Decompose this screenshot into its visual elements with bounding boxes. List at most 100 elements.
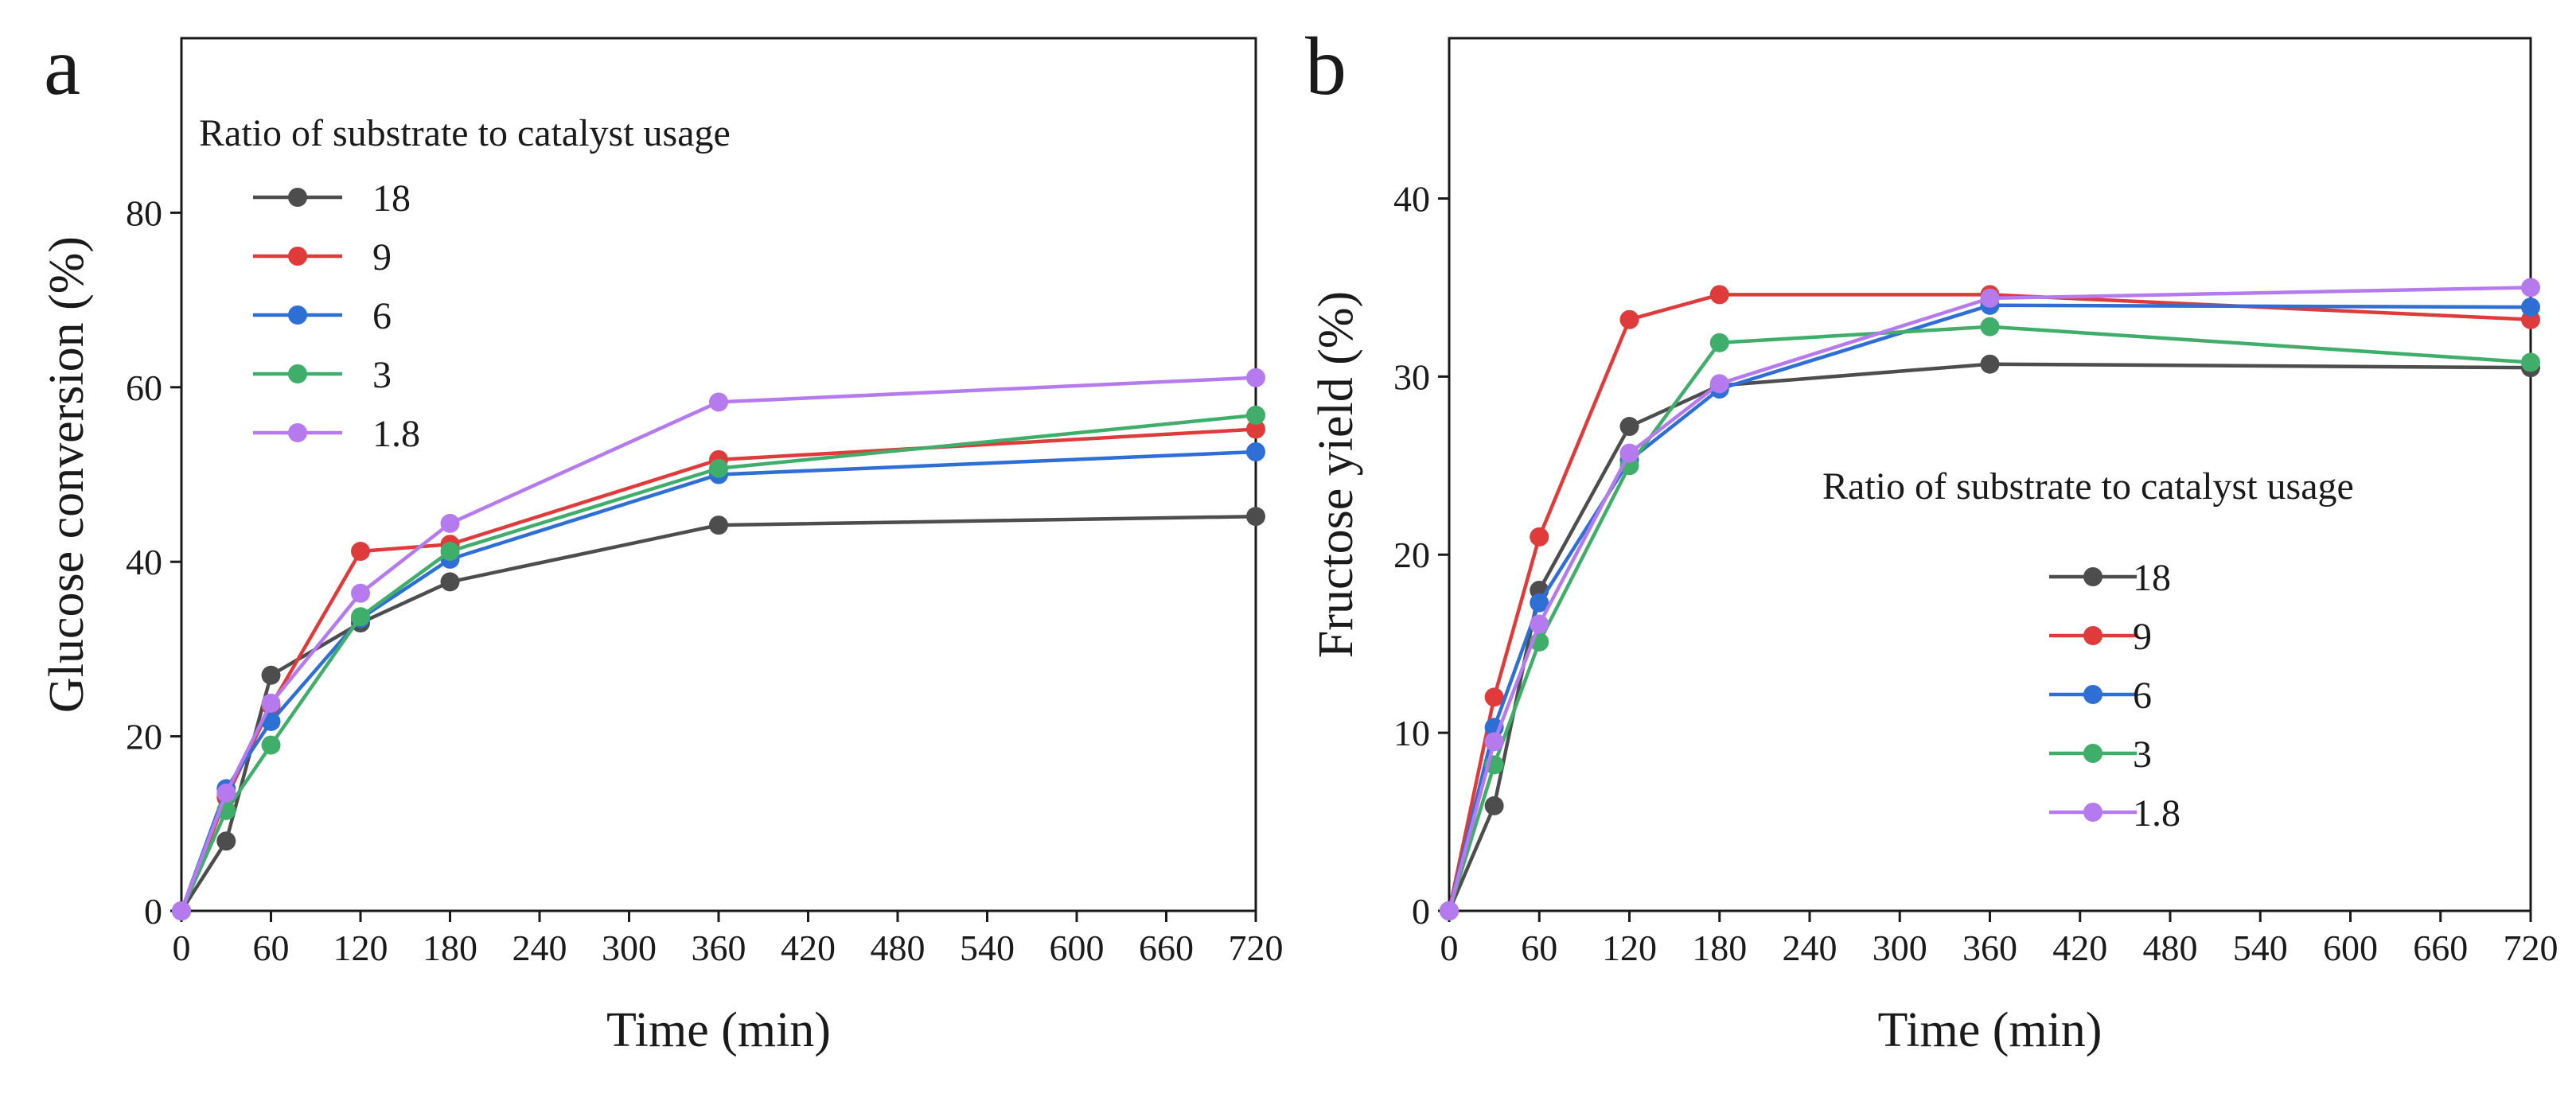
panel-a: a0 60 120 180 240 300 360 420 480 540 600 660 720020… [40, 21, 1283, 1057]
data-point-9 [1246, 419, 1265, 439]
series-line-3 [179, 413, 1257, 912]
data-point-3 [1980, 317, 2000, 337]
legend-title: Ratio of substrate to catalyst usage [199, 112, 731, 154]
x-tick-label: 660 [1139, 928, 1194, 968]
y-tick-label: 10 [1393, 713, 1430, 753]
data-point-6 [1530, 593, 1549, 613]
panel-letter: a [44, 21, 80, 112]
x-tick-label: 180 [1692, 928, 1747, 968]
data-point-1.8 [1619, 443, 1639, 463]
x-tick-label: 300 [602, 928, 657, 968]
x-tick-label: 60 [1521, 928, 1557, 968]
series-line-18 [180, 514, 1257, 912]
data-point-18 [216, 831, 236, 851]
y-tick-label: 40 [1393, 178, 1430, 219]
data-point-1.8 [172, 901, 191, 920]
data-point-18 [1246, 507, 1265, 527]
x-tick-label: 720 [2504, 928, 2558, 968]
data-point-1.8 [216, 783, 236, 803]
series-line-18 [1447, 362, 2531, 912]
x-tick-label: 420 [2052, 928, 2107, 968]
legend-marker-9 [288, 247, 307, 266]
x-tick-label: 360 [1962, 928, 2017, 968]
x-tick-label: 240 [1783, 928, 1837, 968]
data-point-1.8 [1484, 732, 1504, 752]
legend-label-9: 9 [372, 236, 392, 278]
x-tick-label: 180 [423, 928, 477, 968]
x-tick-label: 540 [960, 928, 1015, 968]
x-tick-label: 420 [781, 928, 836, 968]
legend-label-9: 9 [2133, 616, 2152, 658]
data-point-1.8 [261, 693, 281, 713]
y-tick-label: 30 [1393, 356, 1430, 397]
x-tick-label: 300 [1873, 928, 1927, 968]
x-tick-label: 600 [1050, 928, 1105, 968]
x-tick-label: 480 [2143, 928, 2198, 968]
x-tick-label: 540 [2233, 928, 2288, 968]
legend-label-1.8: 1.8 [2133, 792, 2180, 835]
data-point-3 [440, 542, 460, 562]
data-point-9 [351, 542, 370, 562]
data-point-3 [351, 607, 370, 627]
y-tick-label: 40 [126, 542, 162, 582]
y-tick-label: 60 [126, 368, 162, 408]
y-tick-label: 0 [144, 891, 162, 932]
x-tick-label: 720 [1229, 928, 1284, 968]
legend-marker-3 [2083, 744, 2102, 763]
data-point-6 [1246, 442, 1265, 461]
legend-marker-6 [288, 305, 307, 325]
series-line-9 [1447, 293, 2531, 912]
y-axis-title: Glucose conversion (%) [40, 236, 94, 713]
data-point-1.8 [2521, 278, 2540, 298]
data-point-3 [2521, 352, 2540, 372]
data-point-18 [1980, 354, 2000, 374]
data-point-18 [1484, 796, 1504, 815]
x-tick-label: 0 [173, 928, 191, 968]
x-tick-label: 600 [2323, 928, 2378, 968]
data-point-3 [1246, 405, 1265, 425]
legend-label-1.8: 1.8 [372, 413, 420, 455]
data-point-3 [1709, 333, 1729, 352]
x-tick-label: 240 [512, 928, 567, 968]
data-point-1.8 [440, 513, 460, 533]
panel-b: b 0 60 120 180 240 300 360 420 480 540 600 660 720 0 10… [1305, 21, 2558, 1057]
data-point-9 [1709, 285, 1729, 305]
data-point-3 [261, 735, 281, 755]
data-point-1.8 [1709, 374, 1729, 394]
x-tick-label: 120 [333, 928, 388, 968]
data-point-1.8 [1530, 614, 1549, 634]
x-tick-label: 480 [871, 928, 926, 968]
x-axis-title: Time (min) [1878, 1003, 2102, 1057]
y-tick-label: 80 [126, 193, 162, 233]
y-tick-label: 20 [1393, 535, 1430, 575]
data-point-1.8 [1980, 288, 2000, 308]
legend-marker-18 [288, 188, 307, 207]
series-line-3 [1447, 325, 2531, 912]
data-point-3 [709, 458, 728, 478]
data-point-1.8 [1246, 368, 1265, 387]
data-point-18 [709, 515, 728, 535]
series-line-1.8 [1447, 286, 2531, 912]
series-line-6 [1447, 303, 2531, 912]
data-point-6 [2521, 298, 2540, 317]
y-tick-label: 0 [1412, 891, 1430, 932]
legend-marker-1.8 [288, 423, 307, 442]
legend-title: Ratio of substrate to catalyst usage [1822, 465, 2354, 508]
x-tick-label: 120 [1602, 928, 1657, 968]
legend-label-3: 3 [372, 354, 392, 396]
legend-marker-18 [2083, 567, 2102, 586]
legend-marker-9 [2083, 626, 2102, 645]
series-line-9 [179, 427, 1257, 912]
data-point-18 [261, 665, 281, 685]
x-tick-label: 0 [1440, 928, 1459, 968]
data-point-1.8 [1440, 901, 1459, 920]
legend-label-18: 18 [372, 177, 411, 220]
data-point-18 [1619, 417, 1639, 437]
data-point-1.8 [709, 392, 728, 412]
data-point-18 [440, 572, 460, 592]
x-tick-label: 660 [2413, 928, 2468, 968]
data-point-9 [1530, 527, 1549, 547]
panel-letter: b [1305, 21, 1346, 112]
data-point-9 [1484, 687, 1504, 707]
x-tick-label: 360 [692, 928, 746, 968]
